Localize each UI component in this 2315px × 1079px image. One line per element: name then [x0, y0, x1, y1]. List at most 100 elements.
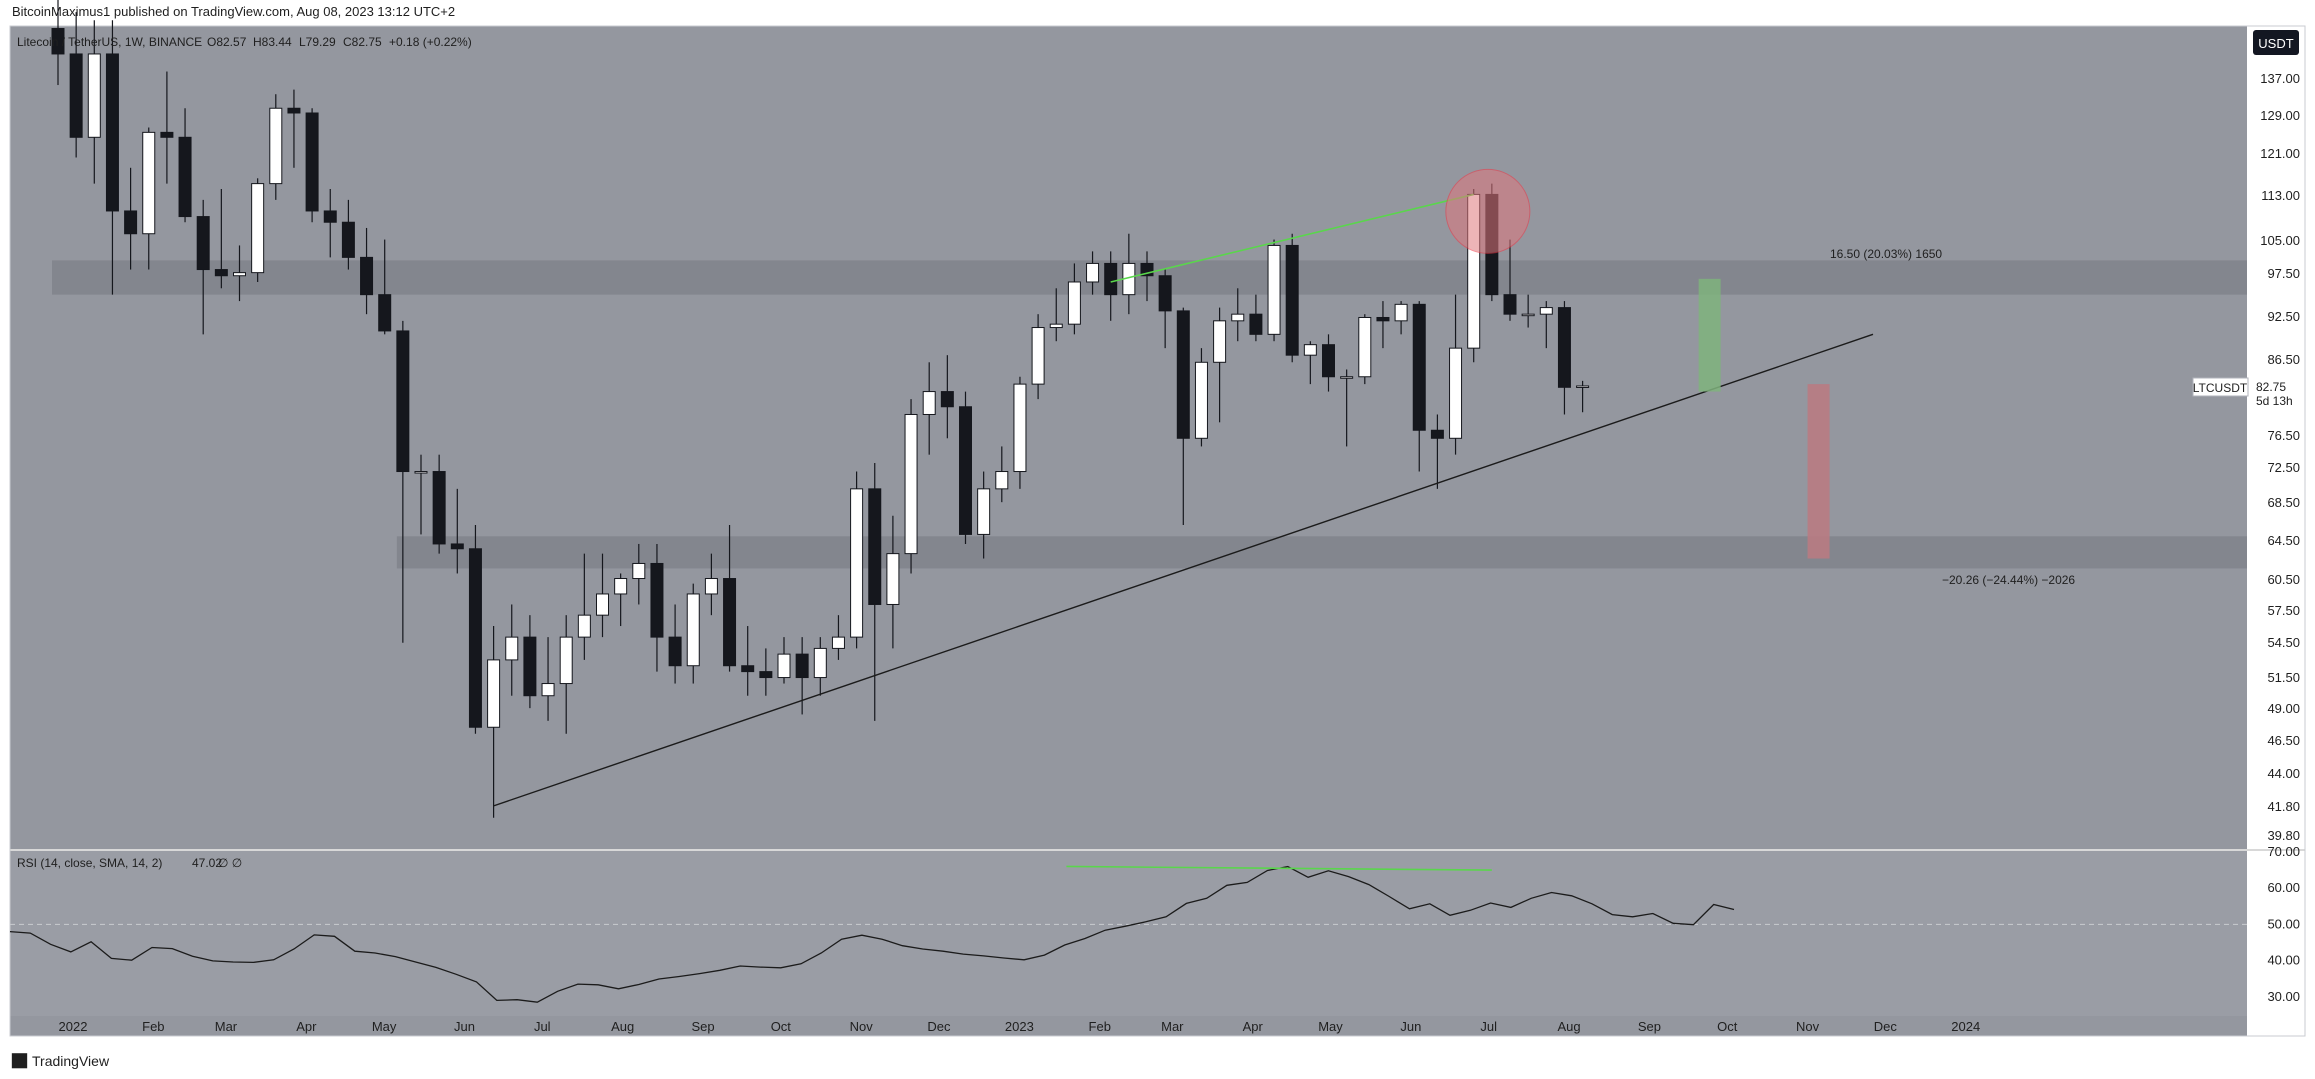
candle-body	[178, 136, 192, 218]
candle-body	[1213, 320, 1227, 363]
publisher-header: BitcoinMaximus1 published on TradingView…	[12, 4, 456, 19]
candle	[777, 637, 791, 684]
candle-body	[614, 578, 628, 595]
candle-body	[1303, 344, 1317, 356]
candle	[995, 446, 1009, 503]
candle	[1449, 294, 1463, 455]
candle-body	[1104, 262, 1118, 296]
candle	[559, 615, 573, 734]
price-axis-tick: 60.50	[2267, 572, 2300, 587]
price-pane-bg	[10, 26, 2247, 849]
ticker-badge-price: 82.75	[2256, 380, 2286, 394]
candle	[1231, 288, 1245, 342]
candle-body	[378, 294, 392, 332]
ascending-trendline	[493, 333, 1874, 807]
candle-body	[1049, 323, 1063, 329]
candle	[287, 89, 301, 168]
candle	[360, 227, 374, 315]
candle	[1213, 307, 1227, 423]
time-axis-tick: Oct	[1717, 1019, 1738, 1034]
candle-body	[1557, 307, 1571, 388]
candle-body	[523, 636, 537, 697]
candle-body	[813, 647, 827, 679]
price-axis-tick: 97.50	[2267, 266, 2300, 281]
candle	[1122, 233, 1136, 315]
candle	[850, 471, 864, 649]
candle	[269, 94, 283, 200]
price-legend-open: O82.57	[207, 35, 247, 49]
candle-body	[577, 614, 591, 638]
candle	[577, 553, 591, 660]
price-axis-tick: 44.00	[2267, 766, 2300, 781]
candle	[1340, 369, 1354, 447]
candle	[468, 525, 482, 734]
candle	[614, 573, 628, 627]
rsi-legend-extra: ∅ ∅	[218, 856, 242, 870]
candle-body	[105, 53, 119, 212]
candle	[596, 553, 609, 638]
candle-body	[940, 391, 954, 408]
candle-body	[233, 272, 246, 277]
price-axis-tick: 64.50	[2267, 533, 2300, 548]
footer-brand[interactable]: ⬛︎ TradingView	[12, 1052, 109, 1069]
candle-body	[959, 406, 972, 535]
candle-body	[1521, 313, 1535, 317]
time-axis-tick: Mar	[1161, 1019, 1184, 1034]
candle-body	[1449, 347, 1463, 439]
candle-body	[432, 471, 446, 545]
candle	[813, 637, 827, 696]
time-axis-tick: 2024	[1951, 1019, 1980, 1034]
candle-body	[1376, 316, 1390, 322]
candle	[1194, 348, 1208, 447]
candle	[1394, 301, 1408, 335]
candle	[87, 20, 101, 184]
candle-body	[142, 131, 156, 235]
candle-body	[487, 659, 501, 728]
candle	[1104, 251, 1118, 321]
candle	[1303, 341, 1317, 385]
time-axis-tick: May	[372, 1019, 397, 1034]
candle-body	[1067, 281, 1081, 325]
candle-body	[795, 653, 809, 679]
candle-body	[1358, 316, 1372, 378]
candle	[1412, 301, 1426, 472]
price-axis-tick: 41.80	[2267, 799, 2300, 814]
price-axis-tick: 54.50	[2267, 635, 2300, 650]
candle-body	[1158, 275, 1172, 312]
price-axis-tick: 68.50	[2267, 495, 2300, 510]
time-axis-tick: Sep	[691, 1019, 714, 1034]
candle	[1521, 294, 1535, 328]
rsi-axis-tick: 40.00	[2267, 953, 2300, 968]
candle	[886, 515, 900, 649]
candle-body	[850, 488, 864, 638]
candle-body	[269, 107, 283, 185]
candle-body	[69, 53, 83, 138]
candle-body	[1576, 385, 1590, 388]
candle-body	[214, 269, 228, 277]
top-highlight-circle	[1445, 168, 1531, 254]
tradingview-logo-icon: ⬛︎	[12, 1052, 27, 1069]
footer-brand-text: TradingView	[32, 1052, 110, 1069]
candle-body	[831, 636, 845, 649]
candle	[686, 583, 700, 684]
candle	[142, 127, 156, 270]
candle	[1049, 288, 1063, 342]
time-axis-tick: 2023	[1005, 1019, 1034, 1034]
candle-body	[995, 471, 1009, 490]
candle-body	[505, 636, 519, 661]
candle	[904, 399, 918, 574]
rsi-axis-tick: 60.00	[2267, 880, 2300, 895]
time-axis-tick: Mar	[215, 1019, 238, 1034]
candle-body	[251, 183, 265, 274]
price-axis-tick: 129.00	[2260, 108, 2300, 123]
candle	[160, 71, 174, 184]
candle-body	[1194, 361, 1208, 439]
candle	[432, 454, 446, 554]
price-legend-close: C82.75	[343, 35, 382, 49]
time-axis-tick: May	[1318, 1019, 1343, 1034]
candle	[1576, 380, 1590, 413]
candle	[1067, 263, 1081, 335]
candle	[1267, 239, 1281, 342]
currency-badge[interactable]	[2253, 30, 2299, 55]
